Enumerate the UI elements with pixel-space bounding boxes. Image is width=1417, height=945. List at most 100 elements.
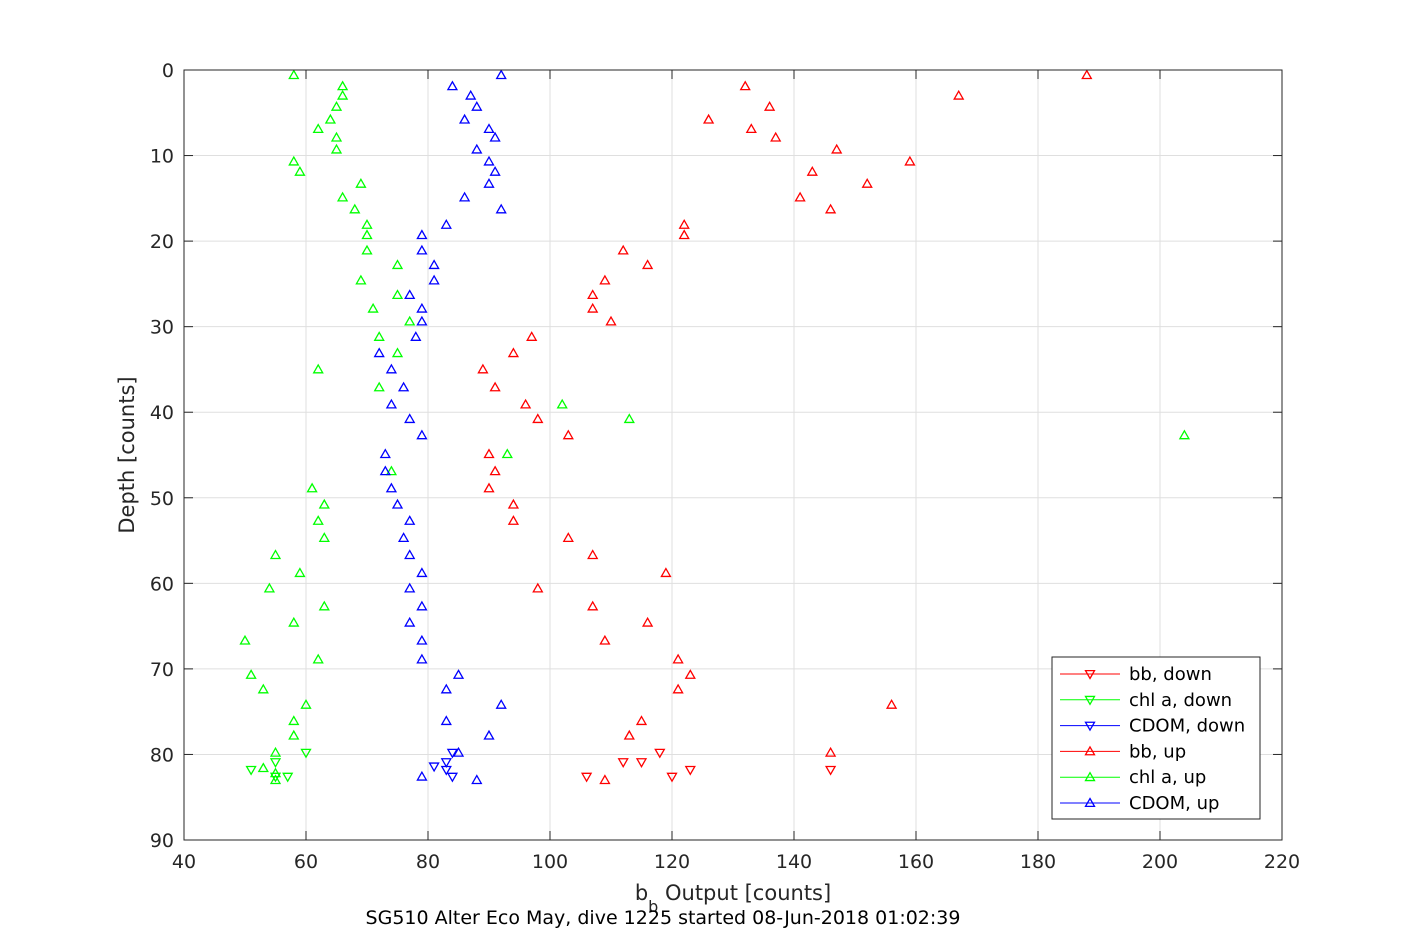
data-point xyxy=(282,772,294,783)
data-point xyxy=(416,302,428,313)
data-point xyxy=(587,600,599,611)
data-point xyxy=(373,381,385,392)
data-point xyxy=(318,532,330,543)
data-point xyxy=(391,347,404,358)
x-tick-label: 40 xyxy=(172,851,196,873)
legend-label: chl a, down xyxy=(1129,690,1232,711)
data-point xyxy=(410,331,422,341)
legend-entry: chl a, up xyxy=(1060,767,1206,788)
series-cdom-up xyxy=(373,69,507,785)
data-point xyxy=(294,567,306,578)
data-point xyxy=(416,229,428,240)
axis-ticks: 40 60 80 100 120 140 160 180 200 220 0 10 20 30 40 50 60… xyxy=(150,60,1300,873)
data-point xyxy=(318,600,330,611)
data-point xyxy=(245,765,257,776)
data-point xyxy=(507,498,520,509)
data-point xyxy=(1081,69,1093,80)
data-point xyxy=(440,765,452,776)
data-points xyxy=(239,69,1191,785)
data-point xyxy=(361,229,373,240)
data-point xyxy=(684,669,696,679)
data-point xyxy=(404,582,416,593)
data-point xyxy=(269,549,282,560)
legend-label: bb, up xyxy=(1129,741,1186,762)
data-point xyxy=(446,748,459,759)
data-point xyxy=(483,155,495,166)
legend-entry: chl a, down xyxy=(1060,690,1232,711)
legend-entry: CDOM, up xyxy=(1060,793,1219,814)
data-point xyxy=(263,582,276,593)
data-point xyxy=(495,203,507,214)
data-point xyxy=(288,729,300,740)
legend-marker xyxy=(1084,745,1096,756)
data-point xyxy=(471,100,483,111)
data-point xyxy=(257,762,269,773)
data-point xyxy=(587,289,599,300)
data-point xyxy=(580,772,593,783)
data-point xyxy=(300,699,312,709)
data-point xyxy=(355,177,367,188)
data-point xyxy=(861,177,873,188)
data-point xyxy=(824,765,837,776)
y-tick-label: 90 xyxy=(150,830,174,852)
data-point xyxy=(330,143,343,154)
y-tick-label: 50 xyxy=(150,488,174,510)
data-point xyxy=(404,413,416,424)
legend-marker xyxy=(1084,695,1096,706)
data-point xyxy=(330,100,343,111)
data-point xyxy=(416,653,428,664)
data-point xyxy=(562,429,574,440)
data-point xyxy=(635,758,648,768)
legend-label: chl a, up xyxy=(1129,767,1206,788)
data-point xyxy=(300,748,312,759)
data-point xyxy=(806,166,818,176)
data-point xyxy=(483,482,495,493)
data-point xyxy=(355,274,367,285)
data-point xyxy=(501,448,513,459)
data-point xyxy=(458,113,471,124)
data-point xyxy=(495,699,507,709)
data-point xyxy=(458,191,471,202)
y-tick-label: 70 xyxy=(150,659,174,681)
data-point xyxy=(367,302,379,313)
data-point xyxy=(672,683,684,694)
data-point xyxy=(519,398,532,409)
data-point xyxy=(641,616,654,627)
x-tick-label: 140 xyxy=(776,851,812,873)
data-point xyxy=(294,166,306,176)
data-point xyxy=(269,774,282,785)
data-point xyxy=(385,363,398,374)
data-point xyxy=(312,123,324,134)
data-point xyxy=(617,758,629,768)
data-point xyxy=(257,683,269,694)
data-point xyxy=(452,746,465,757)
data-point xyxy=(312,515,324,525)
data-point xyxy=(361,219,373,229)
data-point xyxy=(440,715,452,726)
data-point xyxy=(349,203,361,214)
legend-entry: bb, up xyxy=(1060,741,1186,762)
data-point xyxy=(361,244,373,255)
data-point xyxy=(336,191,349,202)
data-point xyxy=(385,465,398,476)
data-point xyxy=(446,80,459,91)
data-point xyxy=(745,123,757,134)
data-point xyxy=(587,549,599,560)
data-point xyxy=(507,515,520,525)
data-point xyxy=(556,398,568,409)
legend-marker xyxy=(1084,721,1096,732)
x-tick-label: 200 xyxy=(1142,851,1178,873)
data-point xyxy=(440,758,452,768)
data-point xyxy=(330,131,343,142)
data-point xyxy=(763,100,776,111)
series-bb-down xyxy=(580,748,837,783)
data-point xyxy=(489,166,501,176)
legend-label: bb, down xyxy=(1129,664,1212,685)
data-point xyxy=(623,413,635,424)
x-tick-label: 220 xyxy=(1264,851,1300,873)
x-tick-label: 100 xyxy=(532,851,568,873)
data-point xyxy=(428,762,440,773)
data-point xyxy=(397,381,410,392)
series-chl-a-up xyxy=(239,69,1191,785)
